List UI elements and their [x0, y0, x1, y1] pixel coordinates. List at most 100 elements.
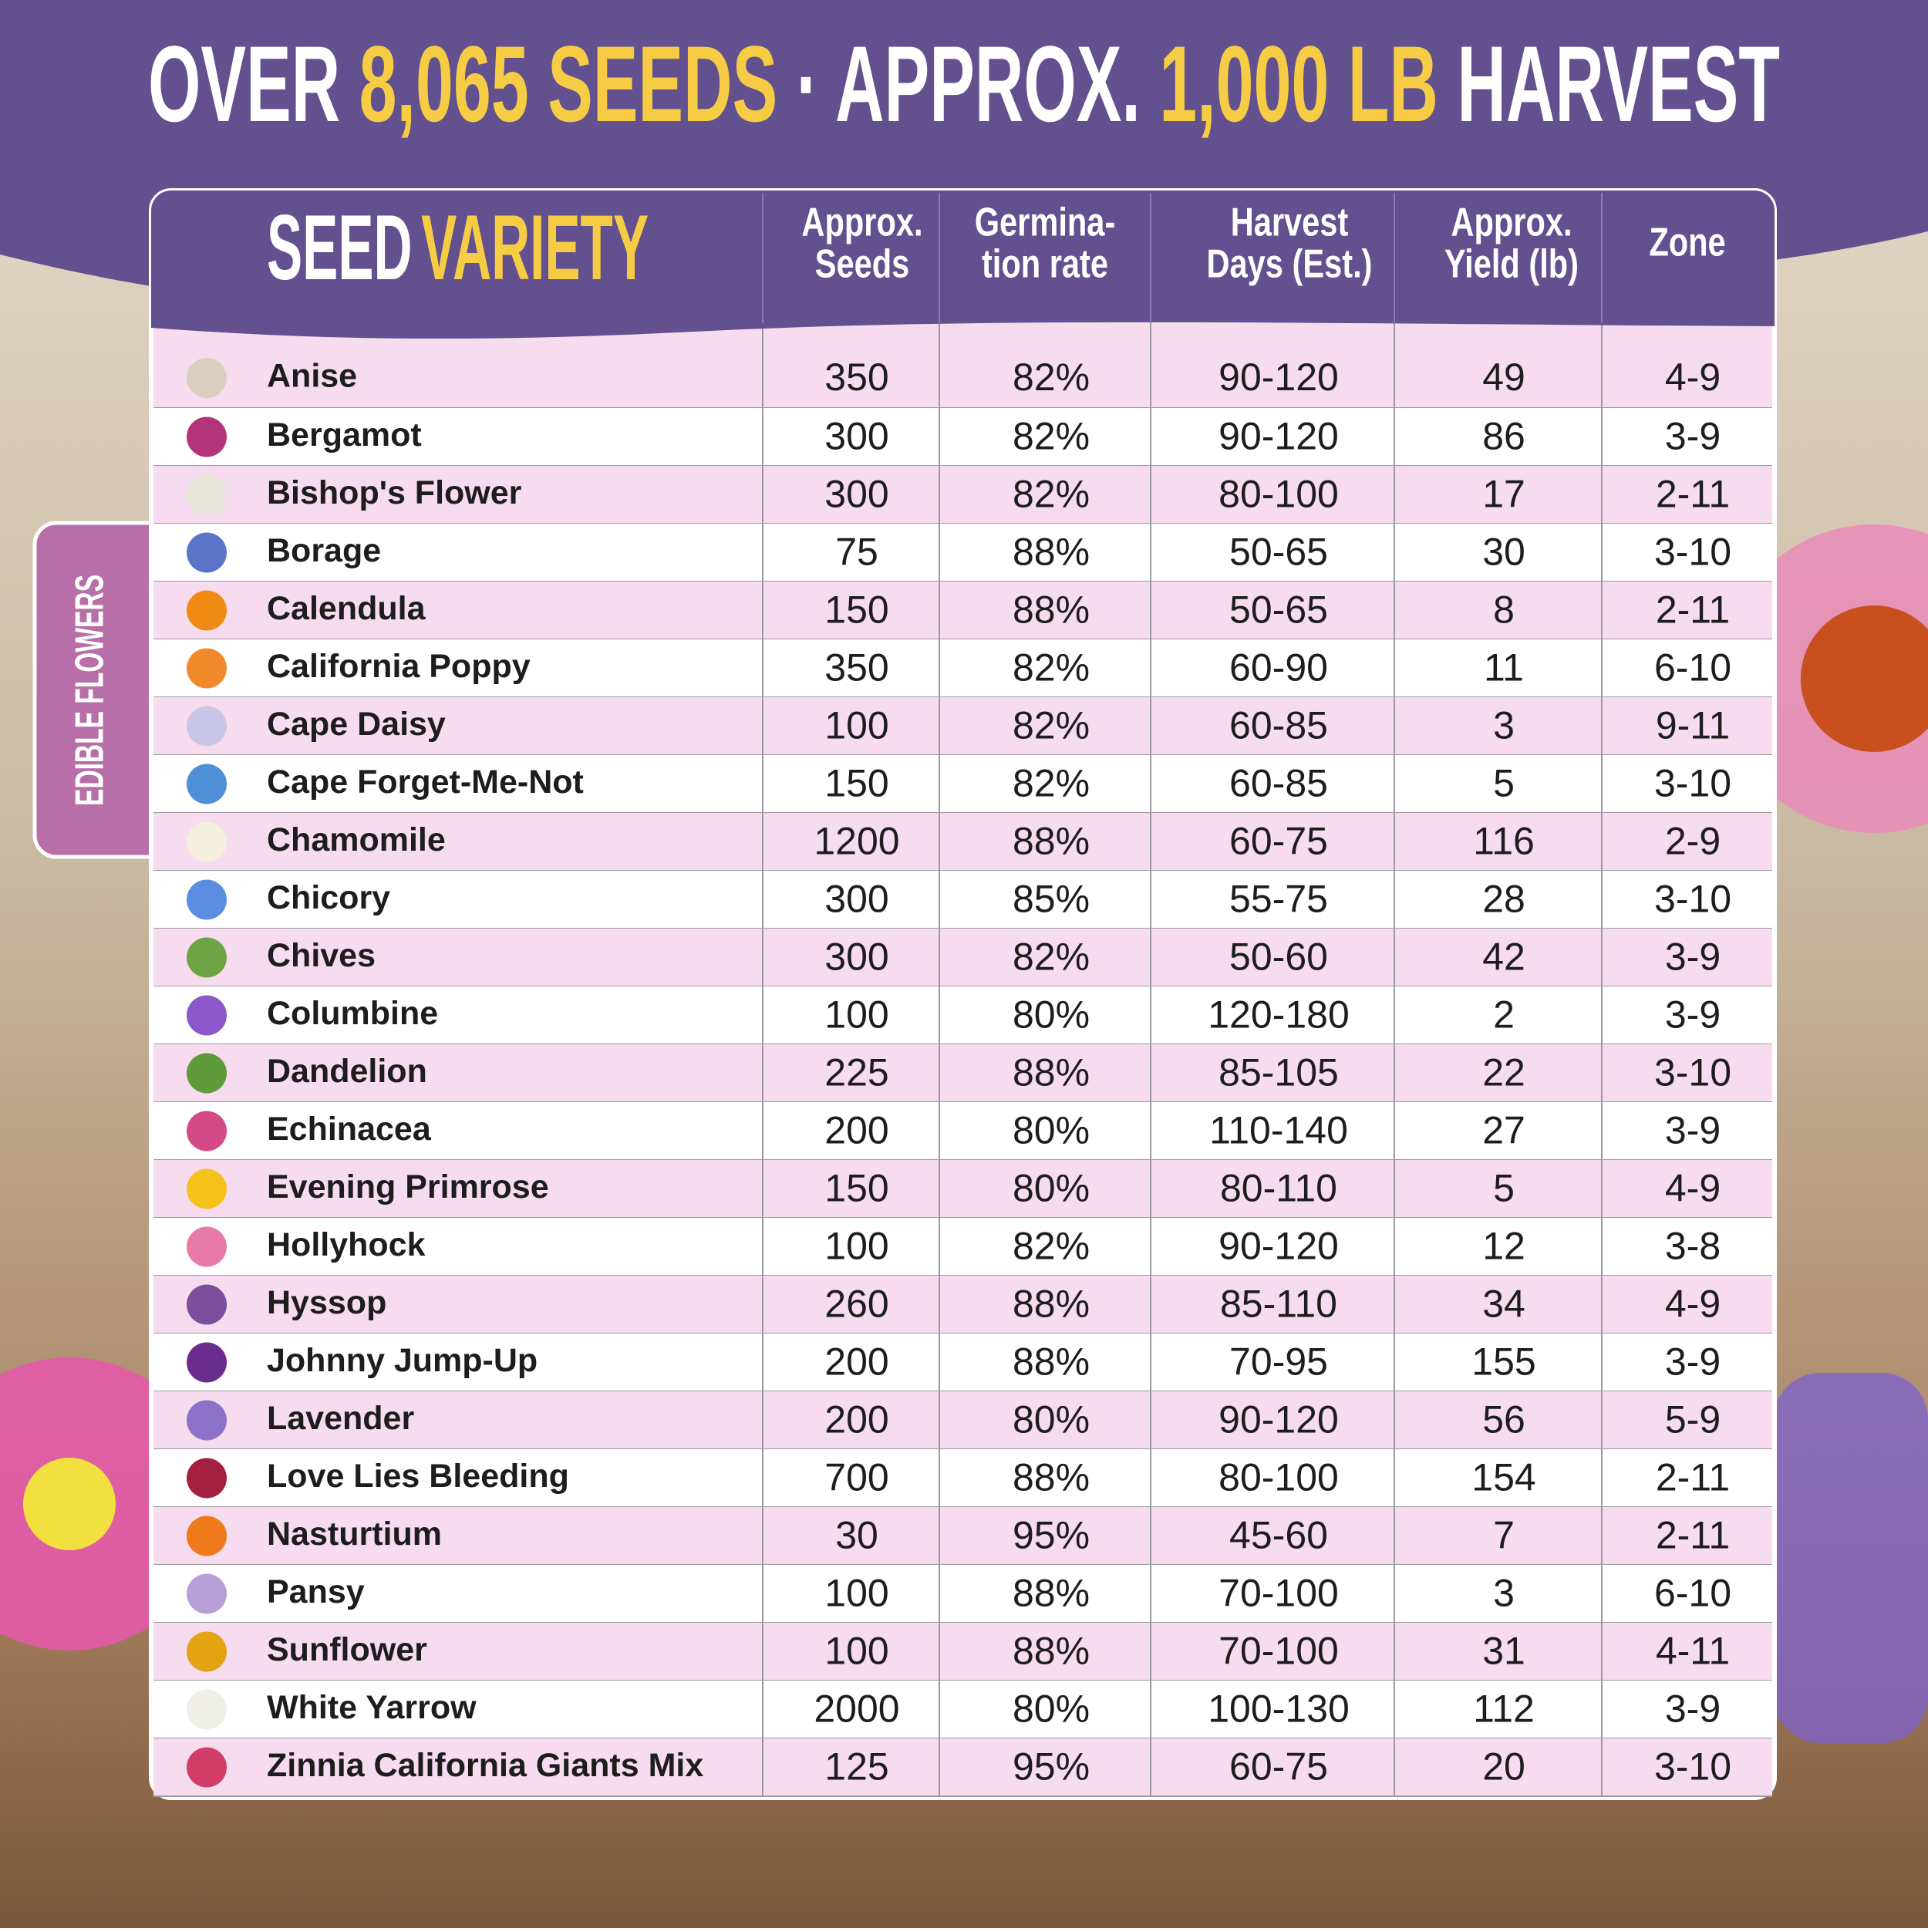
row-bg [153, 582, 1772, 639]
cell: 50-65 [1229, 531, 1328, 574]
flower-center [23, 1458, 116, 1550]
cell: 34 [1482, 1283, 1525, 1326]
cell: 3-8 [1665, 1225, 1721, 1268]
row-bg [153, 755, 1772, 813]
seed-name: Chives [267, 937, 376, 974]
cell: 82% [1013, 473, 1090, 516]
cell: 8 [1493, 588, 1515, 632]
cell: 80-100 [1218, 1456, 1339, 1499]
row-icon [187, 1284, 227, 1325]
row-bg [153, 1681, 1772, 1738]
cell: 60-85 [1229, 704, 1328, 747]
seed-name: Columbine [267, 995, 438, 1032]
cell: 70-95 [1229, 1340, 1328, 1384]
cell: 112 [1473, 1688, 1535, 1731]
column-header: Approx. [1451, 199, 1572, 244]
cell: 88% [1013, 1283, 1090, 1326]
cell: 150 [824, 1167, 888, 1210]
seed-name: Love Lies Bleeding [267, 1458, 569, 1495]
cell: 82% [1013, 762, 1090, 805]
column-header: Zone [1649, 219, 1725, 265]
row-bg [153, 1218, 1772, 1276]
cell: 55-75 [1229, 878, 1328, 921]
cell: 45-60 [1229, 1514, 1328, 1557]
cell: 88% [1013, 1456, 1090, 1499]
cell: 150 [824, 588, 888, 632]
seed-name: Bergamot [267, 416, 422, 453]
row-icon [187, 1689, 227, 1730]
title-part: 8,065 SEEDS [359, 23, 778, 144]
row-icon [187, 879, 227, 920]
seed-name: Echinacea [267, 1111, 432, 1148]
cell: 2000 [814, 1688, 899, 1731]
column-header: Yield (lb) [1444, 241, 1579, 286]
row-bg [153, 929, 1772, 986]
cell: 4-9 [1665, 1167, 1721, 1210]
row-icon [187, 1226, 227, 1267]
cell: 6-10 [1654, 1572, 1731, 1615]
cell: 200 [824, 1398, 888, 1441]
cell: 82% [1013, 646, 1090, 690]
cell: 90-120 [1218, 415, 1339, 458]
row-icon [187, 1342, 227, 1383]
cell: 3 [1493, 704, 1515, 747]
row-icon [187, 532, 227, 573]
row-bg [153, 524, 1772, 582]
row-icon [187, 995, 227, 1036]
cell: 2-11 [1656, 588, 1730, 632]
row-bg [153, 466, 1772, 524]
cell: 2-11 [1656, 1514, 1730, 1557]
row-bg [153, 871, 1772, 929]
seed-name: Lavender [267, 1400, 414, 1437]
seed-name: Cape Forget-Me-Not [267, 764, 584, 801]
row-bg [153, 1507, 1772, 1565]
cell: 30 [1482, 531, 1525, 574]
cell: 90-120 [1218, 356, 1339, 399]
cell: 4-11 [1656, 1630, 1730, 1673]
row-icon [187, 1631, 227, 1672]
cell: 3-9 [1665, 415, 1721, 458]
row-icon [187, 1747, 227, 1788]
cell: 80-110 [1220, 1167, 1337, 1210]
row-bg [153, 1391, 1772, 1449]
cell: 90-120 [1218, 1398, 1339, 1441]
seed-name: Borage [267, 532, 381, 569]
cell: 88% [1013, 820, 1090, 863]
cell: 5 [1493, 1167, 1515, 1210]
cell: 110-140 [1209, 1109, 1348, 1152]
cell: 154 [1471, 1456, 1535, 1499]
row-icon [187, 1168, 227, 1209]
seed-name: Chicory [267, 879, 390, 916]
cell: 88% [1013, 531, 1090, 574]
cell: 22 [1482, 1051, 1525, 1094]
cell: 350 [824, 646, 888, 690]
cell: 225 [824, 1051, 888, 1094]
cell: 100 [824, 993, 888, 1037]
column-header: Seeds [815, 241, 910, 286]
row-icon [187, 358, 227, 398]
cell: 4-9 [1665, 356, 1721, 399]
row-icon [187, 706, 227, 747]
cell: 85-110 [1220, 1283, 1337, 1326]
cell: 200 [824, 1340, 888, 1384]
cell: 82% [1013, 415, 1090, 458]
cell: 60-85 [1229, 762, 1328, 805]
cell: 3 [1493, 1572, 1515, 1615]
row-icon [187, 1400, 227, 1441]
cell: 85% [1013, 878, 1090, 921]
table-heading: SEEDVARIETY [267, 196, 649, 299]
cell: 5-9 [1665, 1398, 1721, 1441]
seed-name: Calendula [267, 590, 426, 627]
cell: 31 [1482, 1630, 1525, 1673]
row-icon [187, 1516, 227, 1556]
cell: 100 [824, 1225, 888, 1268]
cell: 82% [1013, 936, 1090, 979]
seed-name: White Yarrow [267, 1689, 477, 1726]
title-part: HARVEST [1457, 23, 1780, 144]
cell: 100 [824, 1572, 888, 1615]
title-part: APPROX. [835, 23, 1141, 144]
cell: 300 [824, 936, 888, 979]
